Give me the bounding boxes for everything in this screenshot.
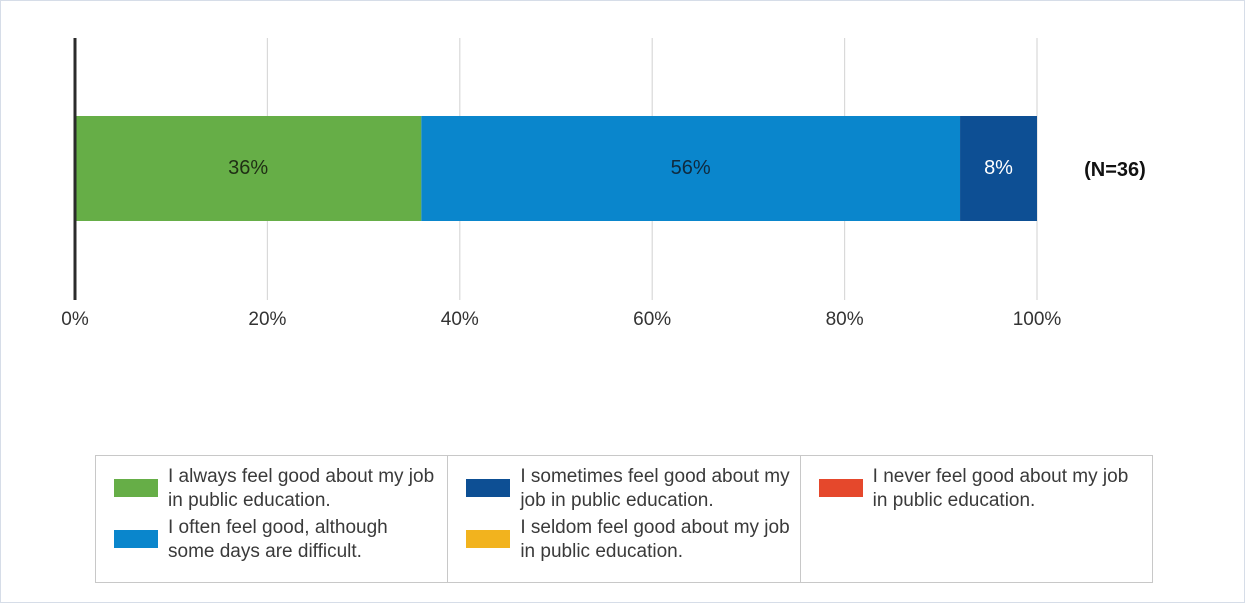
bar-label-1: 56% [671, 157, 711, 179]
x-tick-label-0: 0% [61, 309, 89, 330]
legend-column-2: I sometimes feel good about my job in pu… [448, 456, 801, 582]
legend-label-seldom: I seldom feel good about my job in publi… [520, 517, 790, 562]
legend-label-often: I often feel good, although some days ar… [168, 517, 388, 562]
x-tick-label-2: 40% [441, 309, 479, 330]
legend-swatch-seldom [466, 530, 511, 548]
legend-item-never: I never feel good about my job in public… [818, 465, 1152, 513]
legend-label-never: I never feel good about my job in public… [872, 466, 1129, 511]
x-tick-label-1: 20% [248, 309, 286, 330]
legend-item-sometimes: I sometimes feel good about my job in pu… [466, 465, 799, 513]
x-tick-labels: 0% 20% 40% 60% 80% 100% [61, 309, 1061, 330]
legend-label-always: I always feel good about my job in publi… [168, 466, 435, 511]
stacked-bar-chart: 36% 56% 8% 0% 20% 40% 60% 80% 100% (N=36) [61, 38, 1146, 330]
legend-swatch-sometimes [466, 479, 511, 497]
x-tick-label-4: 80% [826, 309, 864, 330]
bar-labels: 36% 56% 8% [228, 157, 1013, 179]
bar-segment-2 [960, 116, 1037, 221]
legend: I always feel good about my job in publi… [95, 455, 1153, 583]
sample-size-annotation: (N=36) [1084, 159, 1146, 181]
legend-column-3: I never feel good about my job in public… [801, 456, 1152, 582]
legend-swatch-often [114, 530, 158, 548]
legend-item-often: I often feel good, although some days ar… [114, 516, 447, 564]
legend-swatch-always [114, 479, 158, 497]
bar-segment-1 [421, 116, 961, 221]
bar-segments [75, 116, 1037, 221]
legend-label-sometimes: I sometimes feel good about my job in pu… [520, 466, 790, 511]
legend-item-always: I always feel good about my job in publi… [114, 465, 447, 513]
bar-label-2: 8% [984, 157, 1013, 179]
x-tick-label-3: 60% [633, 309, 671, 330]
legend-column-1: I always feel good about my job in publi… [96, 456, 449, 582]
x-tick-label-5: 100% [1013, 309, 1062, 330]
bar-segment-0 [75, 116, 422, 221]
legend-item-seldom: I seldom feel good about my job in publi… [466, 516, 799, 564]
bar-label-0: 36% [228, 157, 268, 179]
legend-swatch-never [818, 479, 863, 497]
